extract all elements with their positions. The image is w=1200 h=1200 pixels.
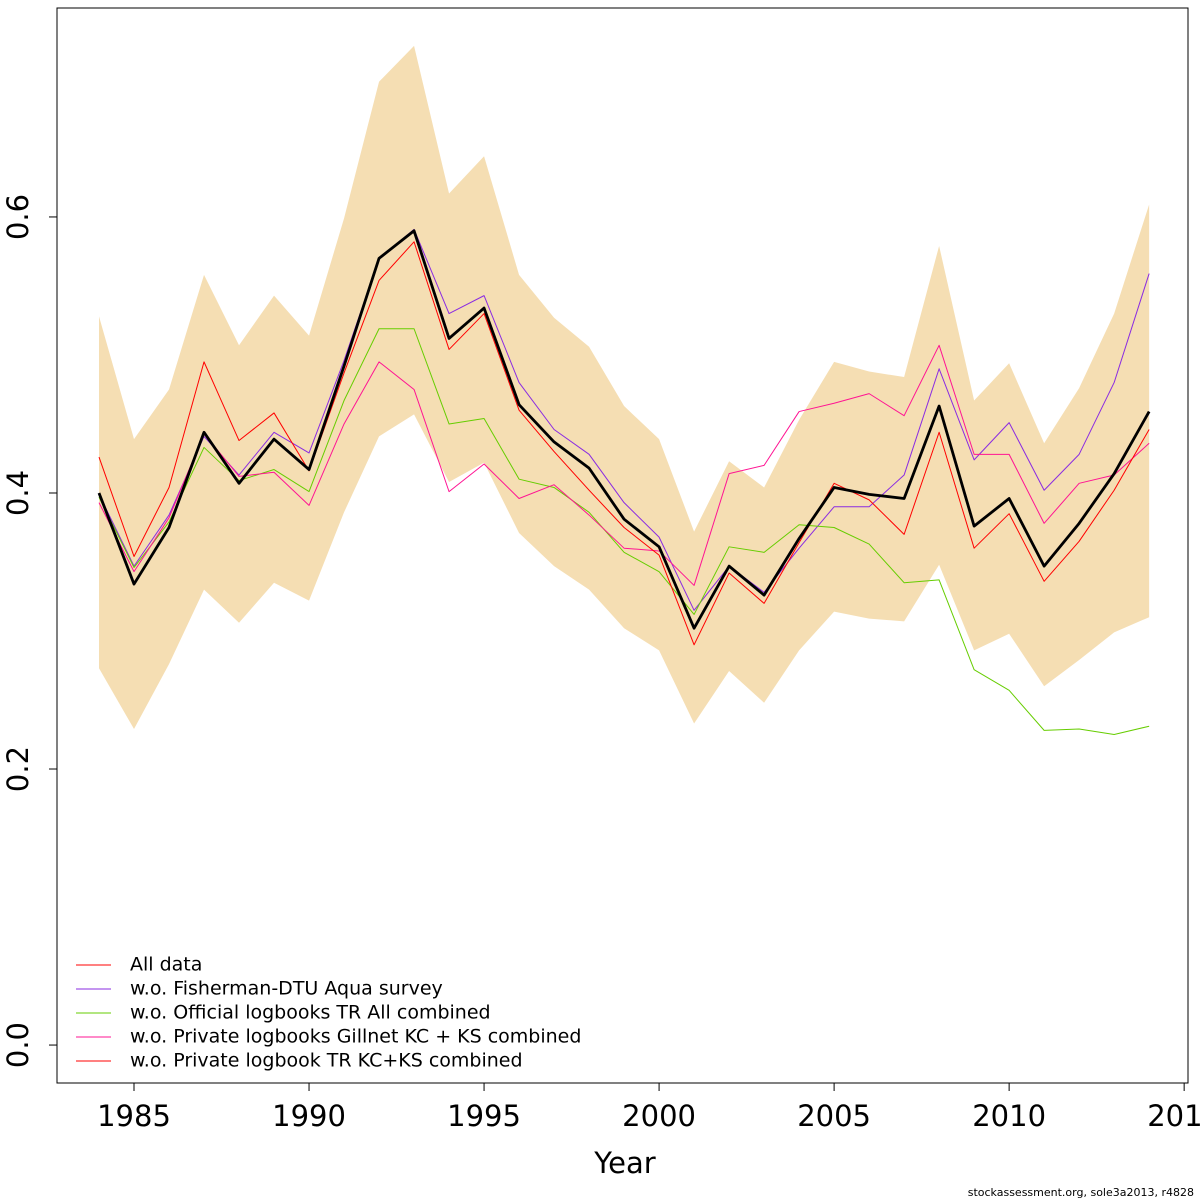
legend-label: w.o. Private logbooks Gillnet KC + KS co…	[130, 1026, 581, 1048]
x-axis-label: Year	[593, 1146, 655, 1180]
x-tick-label: 1990	[272, 1099, 346, 1133]
plot-frame	[56, 7, 1189, 1084]
series-line	[98, 328, 1150, 736]
series-line	[98, 344, 1150, 586]
y-tick-label: 0.4	[1, 470, 35, 516]
x-tick-label: 2005	[797, 1099, 871, 1133]
y-tick-label: 0.6	[1, 194, 35, 240]
legend-label: w.o. Fisherman-DTU Aqua survey	[130, 978, 443, 1000]
x-tick-label: 1985	[97, 1099, 171, 1133]
legend-label: All data	[130, 954, 202, 976]
x-tick-label: 2010	[972, 1099, 1046, 1133]
series-line	[97, 229, 1151, 630]
legend-label: w.o. Official logbooks TR All combined	[130, 1002, 491, 1024]
y-tick-label: 0.2	[1, 746, 35, 792]
series-line	[98, 228, 1150, 611]
y-tick-label: 0.0	[1, 1022, 35, 1068]
series-line	[98, 241, 1150, 646]
x-tick-label: 2000	[622, 1099, 696, 1133]
legend-label: w.o. Private logbook TR KC+KS combined	[130, 1050, 523, 1072]
confidence-band	[99, 45, 1150, 729]
x-tick-label: 1995	[447, 1099, 521, 1133]
footer: stockassessment.org, sole3a2013, r4828	[968, 1186, 1194, 1199]
x-tick-label: 2015	[1147, 1099, 1200, 1133]
